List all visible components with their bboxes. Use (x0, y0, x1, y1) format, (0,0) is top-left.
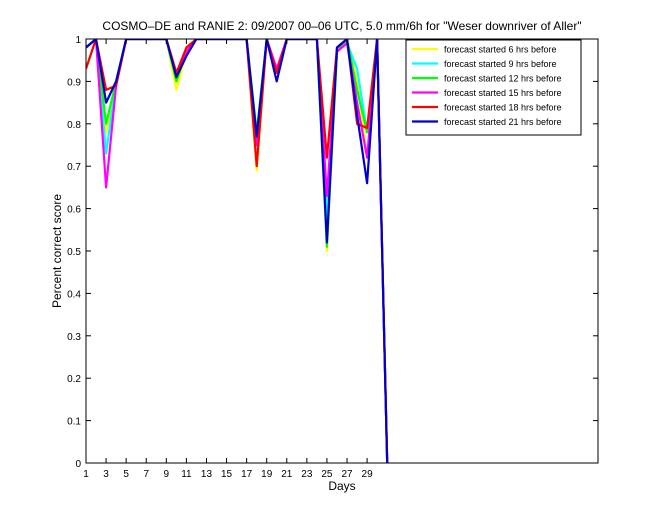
legend-box (405, 39, 582, 136)
y-tick-label: 0.1 (67, 417, 81, 428)
x-tick-label: 29 (362, 469, 374, 480)
series-line-6 (86, 39, 389, 463)
y-tick-label: 0.5 (67, 247, 81, 258)
y-tick-label: 0.8 (67, 120, 81, 131)
y-tick-label: 0.9 (67, 77, 81, 88)
legend-label: forecast started 18 hrs before (444, 103, 562, 113)
legend-label: forecast started 12 hrs before (444, 74, 562, 84)
y-tick-label: 0.6 (67, 205, 81, 216)
x-tick-label: 17 (241, 469, 253, 480)
x-tick-label: 7 (143, 469, 149, 480)
chart-title: COSMO–DE and RANIE 2: 09/2007 00–06 UTC,… (102, 19, 581, 33)
legend-label: forecast started 15 hrs before (444, 88, 562, 98)
x-tick-label: 25 (321, 469, 333, 480)
legend-label: forecast started 9 hrs before (444, 59, 557, 69)
y-ticks: 0 0.1 0.2 0.3 0.4 0.5 0.6 0.7 0.8 0.9 1 (67, 35, 598, 470)
x-tick-label: 23 (301, 469, 313, 480)
y-axis-label: Percent correct score (50, 194, 64, 308)
x-ticks: 1 3 5 7 9 11 13 15 17 19 21 23 25 27 29 (83, 39, 373, 480)
x-tick-label: 13 (201, 469, 213, 480)
x-tick-label: 3 (103, 469, 109, 480)
y-tick-label: 0.2 (67, 374, 81, 385)
x-tick-label: 1 (83, 469, 89, 480)
y-tick-label: 1 (75, 35, 81, 46)
legend-label: forecast started 21 hrs before (444, 117, 562, 127)
legend: forecast started 6 hrs before forecast st… (405, 39, 582, 136)
x-axis-label: Days (328, 479, 355, 493)
x-tick-label: 9 (164, 469, 170, 480)
x-tick-label: 15 (221, 469, 233, 480)
x-tick-label: 21 (281, 469, 293, 480)
y-tick-label: 0.7 (67, 162, 81, 173)
x-tick-label: 11 (181, 469, 192, 480)
y-tick-label: 0 (75, 459, 81, 470)
x-tick-label: 5 (123, 469, 129, 480)
y-tick-label: 0.3 (67, 332, 81, 343)
x-tick-label: 19 (261, 469, 273, 480)
series-layer (86, 39, 389, 463)
y-tick-label: 0.4 (67, 289, 81, 300)
legend-label: forecast started 6 hrs before (444, 45, 557, 55)
x-tick-label: 27 (341, 469, 353, 480)
